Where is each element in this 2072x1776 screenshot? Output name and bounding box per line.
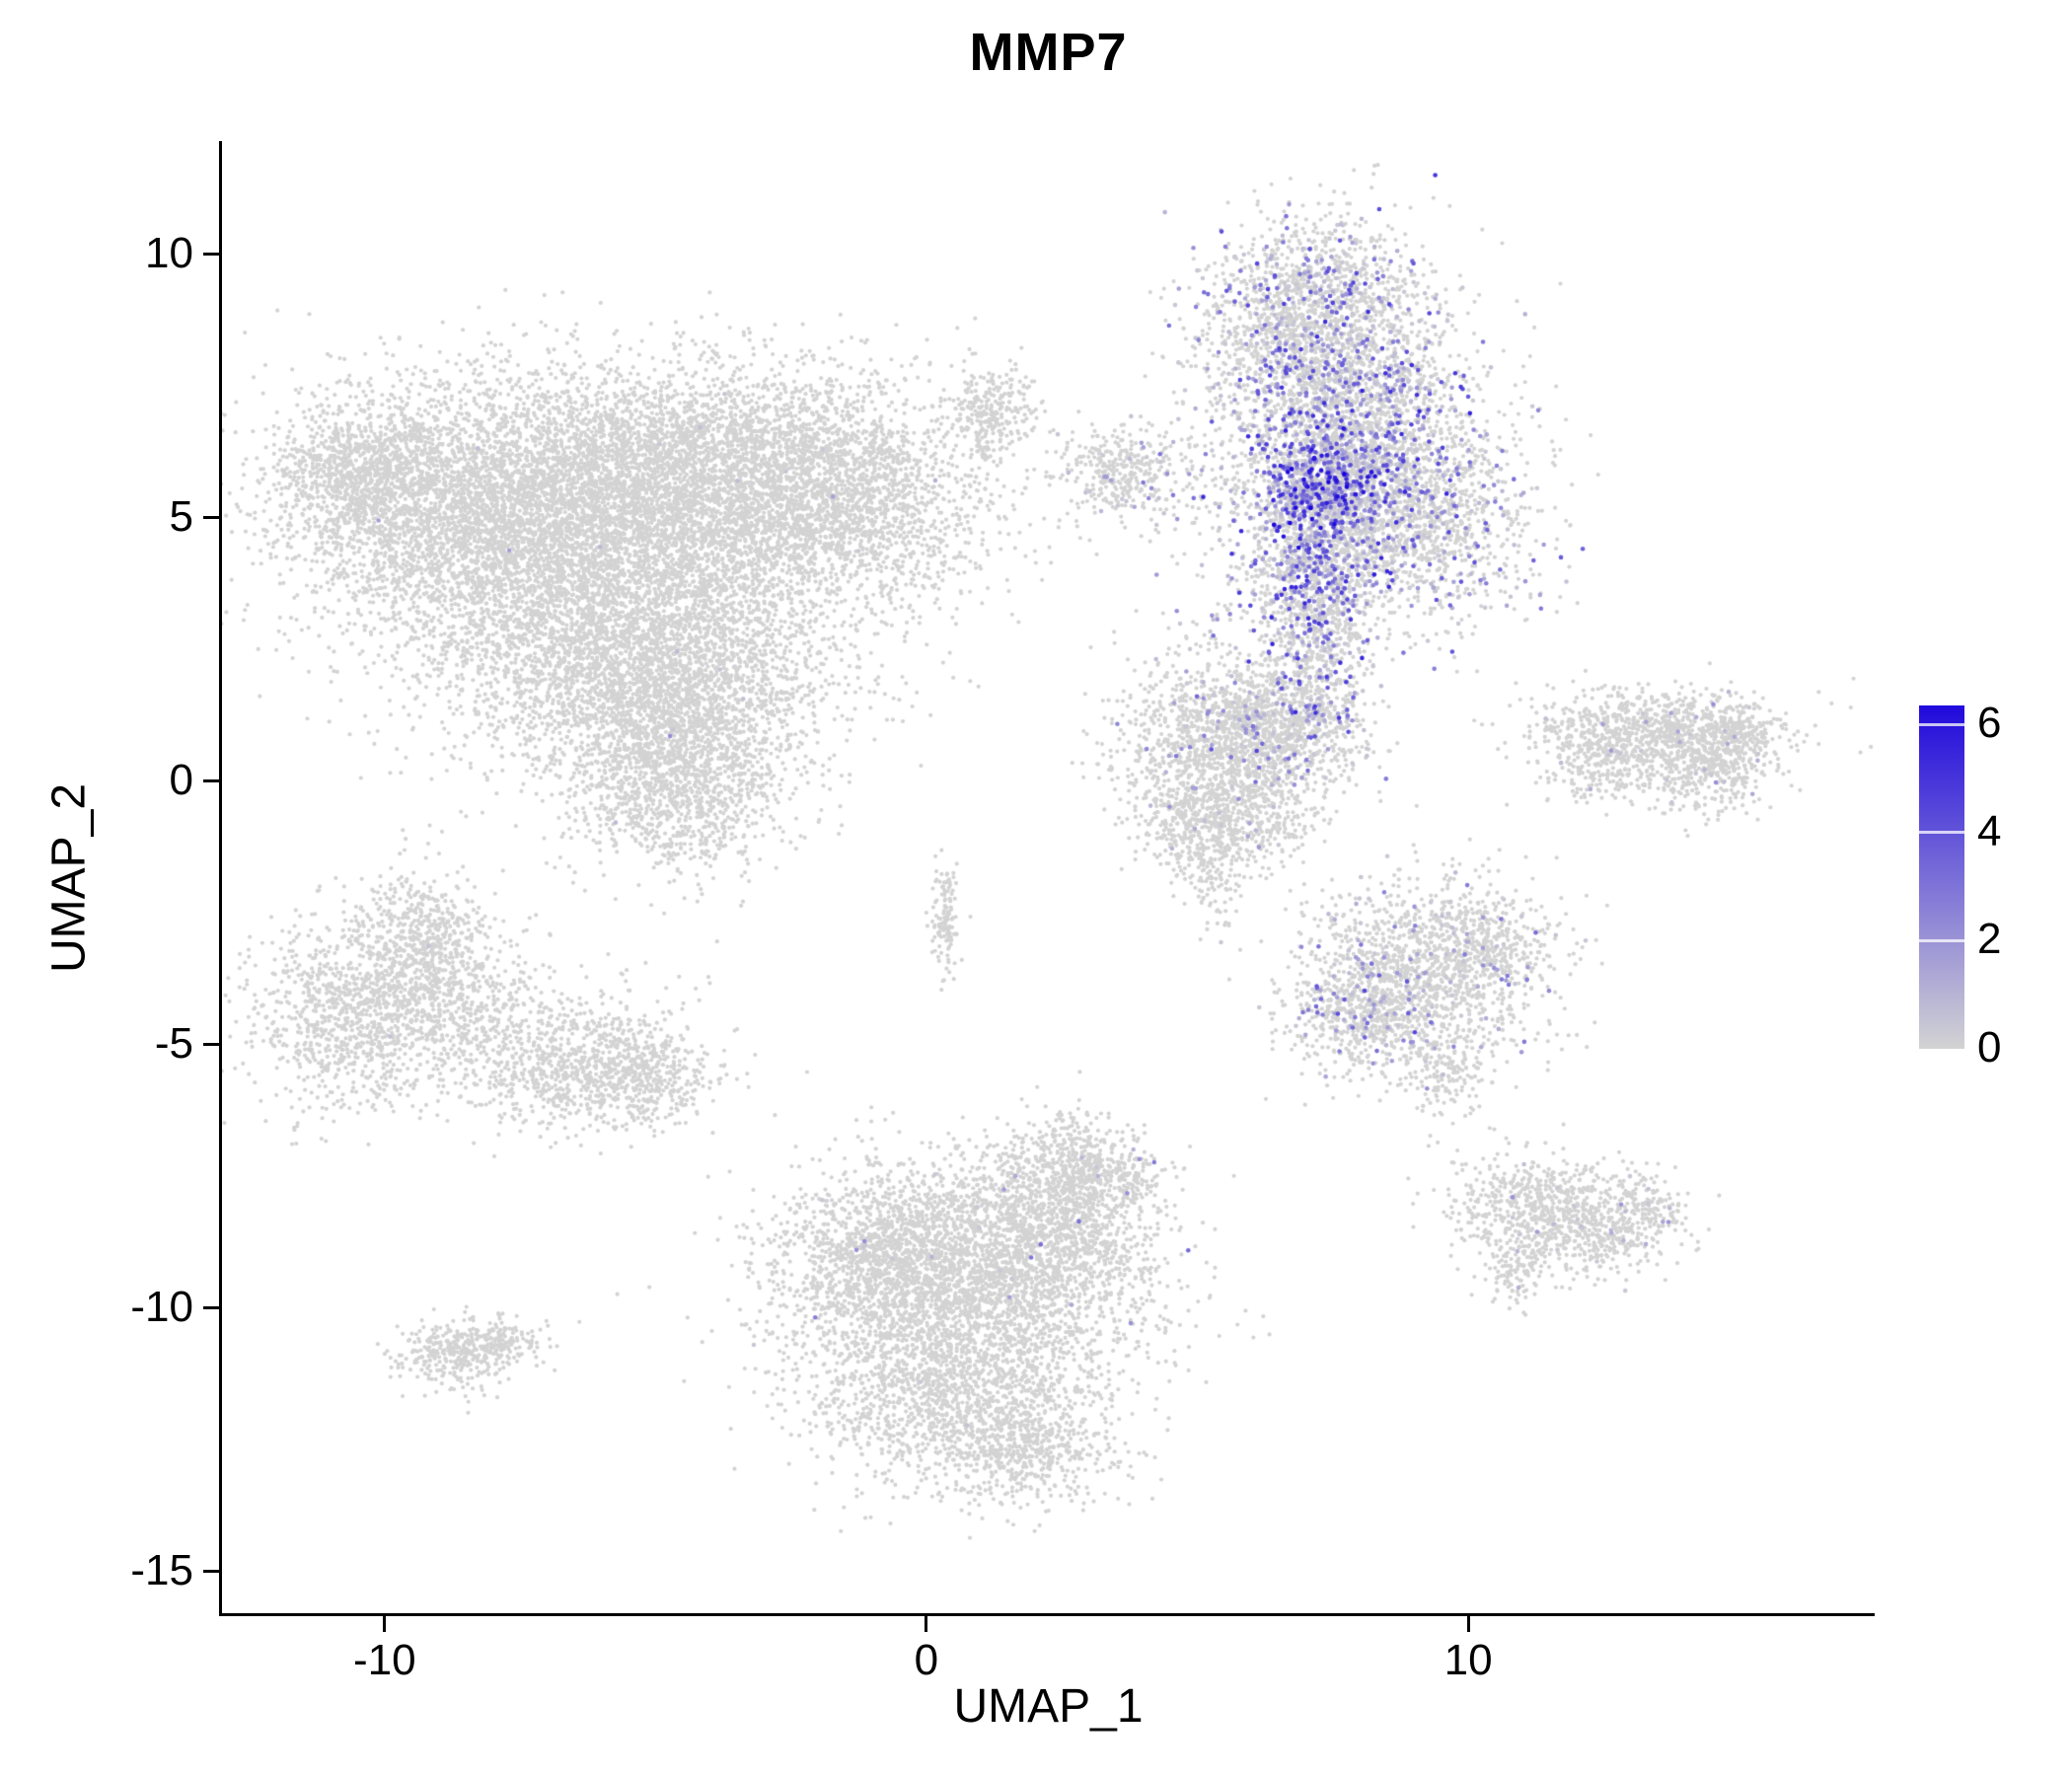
x-tick-mark [1466,1616,1470,1632]
color-legend: 6 4 2 0 [1914,691,2072,1075]
legend-tick-mark [1919,722,1964,726]
x-axis-line [219,1613,1875,1616]
y-tick-label: -15 [130,1546,193,1595]
y-tick-label: -10 [130,1283,193,1332]
y-tick-mark [203,1042,219,1046]
x-axis-label: UMAP_1 [953,1680,1144,1733]
y-tick-label: -5 [154,1019,193,1069]
x-tick-mark [925,1616,928,1632]
legend-tick-mark [1919,831,1964,835]
legend-tick-label: 0 [1977,1023,2002,1072]
chart-title: MMP7 [969,23,1128,82]
y-tick-mark [203,778,219,782]
x-tick-label: 10 [1443,1636,1493,1684]
y-tick-label: 0 [169,756,193,805]
y-tick-mark [203,1569,219,1573]
y-tick-mark [203,252,219,256]
legend-tick-mark [1919,938,1964,942]
y-tick-label: 10 [145,229,193,278]
legend-tick-label: 6 [1977,699,2002,748]
x-tick-label: -10 [352,1636,416,1684]
y-axis-label: UMAP_2 [42,782,96,974]
x-tick-mark [383,1616,387,1632]
legend-gradient-bar [1919,705,1964,1049]
y-axis-line [219,141,222,1616]
legend-tick-label: 4 [1977,806,2002,855]
x-tick-label: 0 [914,1636,939,1684]
scatter-canvas [222,143,1875,1613]
legend-tick-label: 2 [1977,915,2002,964]
y-tick-label: 5 [169,492,193,542]
y-tick-mark [203,1305,219,1309]
y-tick-mark [203,515,219,519]
